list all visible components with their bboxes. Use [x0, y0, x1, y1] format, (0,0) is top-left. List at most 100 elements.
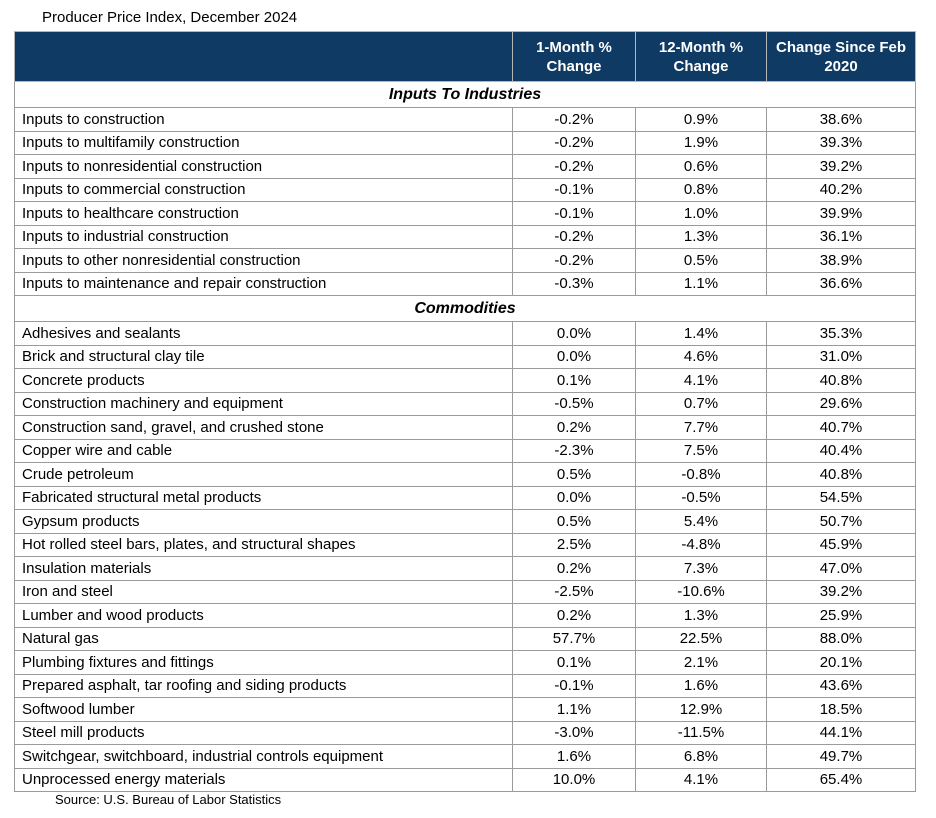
- row-value: 47.0%: [766, 556, 916, 581]
- table-row: Unprocessed energy materials 10.0% 4.1% 65.…: [14, 767, 916, 792]
- page-title: Producer Price Index, December 2024: [42, 9, 298, 26]
- table-row: Hot rolled steel bars, plates, and struc…: [14, 532, 916, 557]
- row-value: 20.1%: [766, 650, 916, 675]
- row-value: 7.5%: [635, 438, 767, 463]
- table-row: Copper wire and cable -2.3% 7.5% 40.4%: [14, 438, 916, 463]
- row-value: 0.8%: [635, 177, 767, 202]
- row-value: 2.5%: [512, 532, 636, 557]
- row-label: Concrete products: [14, 368, 513, 393]
- row-value: 4.1%: [635, 368, 767, 393]
- row-value: 4.6%: [635, 344, 767, 369]
- row-label: Inputs to other nonresidential construct…: [14, 248, 513, 273]
- row-value: -0.1%: [512, 201, 636, 226]
- row-value: 5.4%: [635, 509, 767, 534]
- ppi-table-body: Inputs To Industries Inputs to constructi…: [14, 81, 916, 792]
- row-value: 0.5%: [635, 248, 767, 273]
- header-cell-blank: [14, 31, 513, 82]
- row-label: Inputs to nonresidential construction: [14, 154, 513, 179]
- row-value: 7.7%: [635, 415, 767, 440]
- table-row: Inputs to healthcare construction -0.1% 1.…: [14, 201, 916, 226]
- row-label: Unprocessed energy materials: [14, 767, 513, 792]
- row-value: 4.1%: [635, 767, 767, 792]
- table-row: Softwood lumber 1.1% 12.9% 18.5%: [14, 697, 916, 722]
- row-value: -10.6%: [635, 579, 767, 604]
- row-value: 29.6%: [766, 391, 916, 416]
- row-label: Gypsum products: [14, 509, 513, 534]
- table-row: Steel mill products -3.0% -11.5% 44.1%: [14, 720, 916, 745]
- row-value: 0.0%: [512, 321, 636, 346]
- row-label: Brick and structural clay tile: [14, 344, 513, 369]
- row-value: 2.1%: [635, 650, 767, 675]
- row-value: 35.3%: [766, 321, 916, 346]
- row-value: -0.2%: [512, 224, 636, 249]
- row-value: 0.2%: [512, 556, 636, 581]
- row-label: Hot rolled steel bars, plates, and struc…: [14, 532, 513, 557]
- table-row: Insulation materials 0.2% 7.3% 47.0%: [14, 556, 916, 581]
- row-value: 31.0%: [766, 344, 916, 369]
- header-cell-1-month: 1-Month % Change: [512, 31, 636, 82]
- row-value: -2.3%: [512, 438, 636, 463]
- row-value: 6.8%: [635, 744, 767, 769]
- row-value: 0.7%: [635, 391, 767, 416]
- row-value: 0.6%: [635, 154, 767, 179]
- table-row: Inputs to other nonresidential construct…: [14, 248, 916, 273]
- table-row: Inputs to commercial construction -0.1% 0.…: [14, 177, 916, 202]
- row-value: 38.9%: [766, 248, 916, 273]
- row-value: 0.0%: [512, 344, 636, 369]
- row-value: 0.0%: [512, 485, 636, 510]
- row-value: -2.5%: [512, 579, 636, 604]
- header-cell-change-since: Change Since Feb 2020: [766, 31, 916, 82]
- row-value: 39.2%: [766, 579, 916, 604]
- row-value: 1.1%: [635, 271, 767, 296]
- row-label: Construction sand, gravel, and crushed s…: [14, 415, 513, 440]
- row-value: -0.8%: [635, 462, 767, 487]
- section-row: Commodities: [14, 295, 916, 322]
- section-label: Commodities: [14, 295, 916, 322]
- row-label: Insulation materials: [14, 556, 513, 581]
- row-label: Crude petroleum: [14, 462, 513, 487]
- row-value: 1.4%: [635, 321, 767, 346]
- section-row: Inputs To Industries: [14, 81, 916, 108]
- table-row: Switchgear, switchboard, industrial cont…: [14, 744, 916, 769]
- row-value: -0.1%: [512, 673, 636, 698]
- row-value: 40.2%: [766, 177, 916, 202]
- source-note: Source: U.S. Bureau of Labor Statistics: [55, 792, 282, 807]
- row-label: Softwood lumber: [14, 697, 513, 722]
- table-row: Inputs to maintenance and repair constru…: [14, 271, 916, 296]
- row-label: Inputs to healthcare construction: [14, 201, 513, 226]
- row-value: 22.5%: [635, 626, 767, 651]
- row-value: 0.9%: [635, 107, 767, 132]
- row-label: Inputs to maintenance and repair constru…: [14, 271, 513, 296]
- row-value: 1.6%: [635, 673, 767, 698]
- table-row: Concrete products 0.1% 4.1% 40.8%: [14, 368, 916, 393]
- row-value: -11.5%: [635, 720, 767, 745]
- table-row: Construction sand, gravel, and crushed s…: [14, 415, 916, 440]
- row-value: -4.8%: [635, 532, 767, 557]
- table-row: Crude petroleum 0.5% -0.8% 40.8%: [14, 462, 916, 487]
- row-label: Lumber and wood products: [14, 603, 513, 628]
- row-value: 50.7%: [766, 509, 916, 534]
- row-value: 0.5%: [512, 462, 636, 487]
- row-value: 39.3%: [766, 130, 916, 155]
- table-row: Inputs to nonresidential construction -0.…: [14, 154, 916, 179]
- row-value: 40.7%: [766, 415, 916, 440]
- row-value: 12.9%: [635, 697, 767, 722]
- row-label: Construction machinery and equipment: [14, 391, 513, 416]
- row-value: 88.0%: [766, 626, 916, 651]
- row-value: 1.6%: [512, 744, 636, 769]
- row-value: 1.3%: [635, 603, 767, 628]
- table-row: Iron and steel -2.5% -10.6% 39.2%: [14, 579, 916, 604]
- row-value: -3.0%: [512, 720, 636, 745]
- row-label: Inputs to industrial construction: [14, 224, 513, 249]
- row-label: Fabricated structural metal products: [14, 485, 513, 510]
- row-value: 39.2%: [766, 154, 916, 179]
- row-value: -0.1%: [512, 177, 636, 202]
- row-value: -0.3%: [512, 271, 636, 296]
- table-row: Fabricated structural metal products 0.0%…: [14, 485, 916, 510]
- row-value: -0.2%: [512, 107, 636, 132]
- row-value: 40.8%: [766, 368, 916, 393]
- row-value: 49.7%: [766, 744, 916, 769]
- row-value: 0.2%: [512, 603, 636, 628]
- row-value: 7.3%: [635, 556, 767, 581]
- row-value: 38.6%: [766, 107, 916, 132]
